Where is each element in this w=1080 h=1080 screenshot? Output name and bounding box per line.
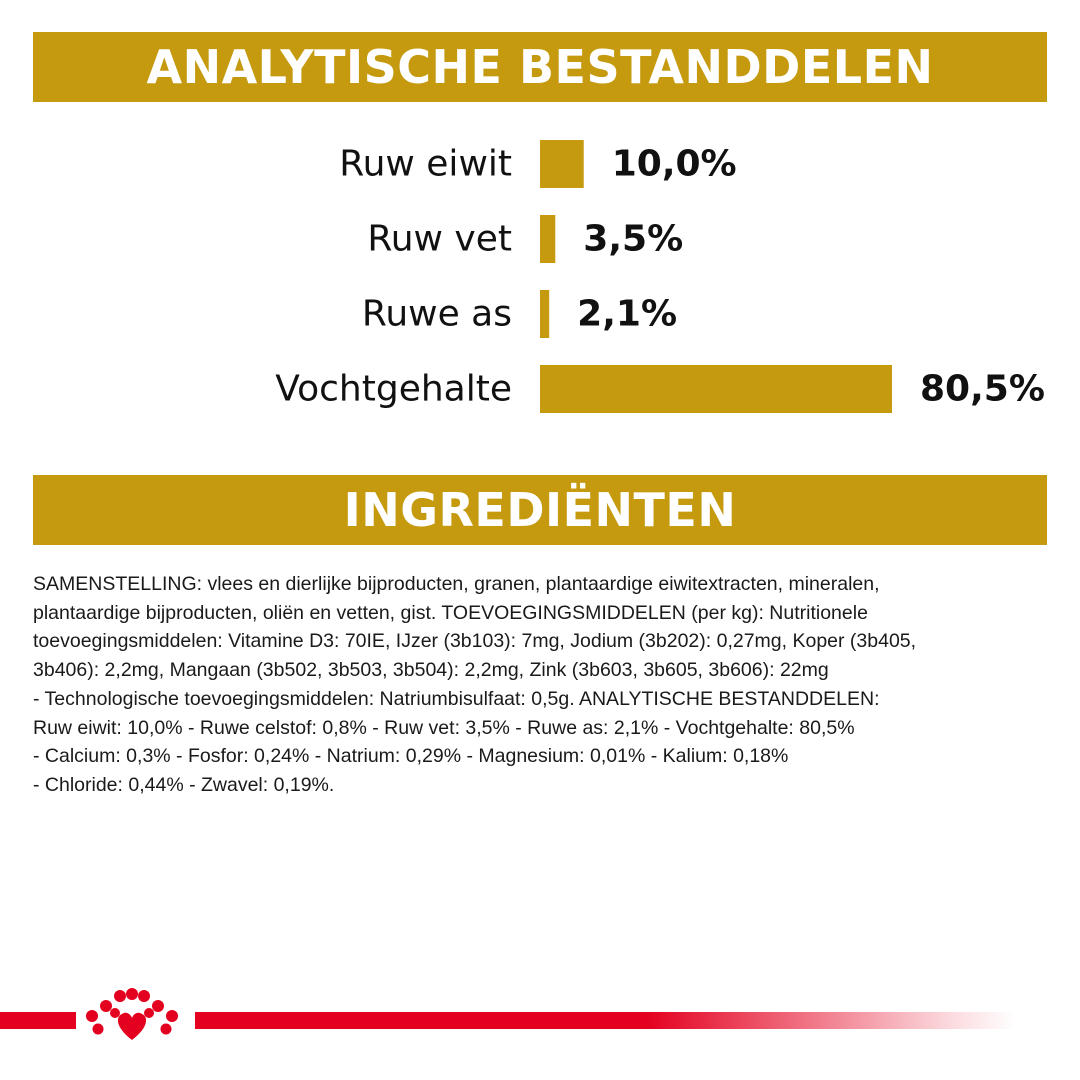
bar: [540, 215, 556, 263]
crown-logo-icon: [76, 986, 188, 1048]
category-label: Ruw vet: [367, 219, 512, 260]
analysis-title: ANALYTISCHE BESTANDDELEN: [146, 40, 934, 94]
ingredients-line: - Calcium: 0,3% - Fosfor: 0,24% - Natriu…: [33, 745, 789, 768]
analysis-banner: ANALYTISCHE BESTANDDELEN: [33, 32, 1047, 102]
ingredients-line: Ruw eiwit: 10,0% - Ruwe celstof: 0,8% - …: [33, 716, 855, 739]
value-label: 80,5%: [920, 369, 1045, 410]
ingredients-line: - Chloride: 0,44% - Zwavel: 0,19%.: [33, 773, 335, 796]
bar: [540, 140, 584, 188]
bar: [540, 290, 550, 338]
footer-line-right: [195, 1012, 1015, 1029]
value-label: 10,0%: [612, 144, 737, 185]
ingredients-line: SAMENSTELLING: vlees en dierlijke bijpro…: [33, 573, 880, 595]
nutrient-bar-chart: Ruw eiwit 10,0% Ruw vet 3,5% Ruwe as 2,1% Voch…: [275, 140, 1045, 413]
bar: [540, 365, 892, 413]
ingredients-line: 3b406): 2,2mg, Mangaan (3b502, 3b503, 3b…: [33, 659, 829, 682]
category-label: Ruwe as: [362, 294, 512, 335]
ingredients-line: plantaardige bijproducten, oliën en vett…: [33, 601, 868, 624]
category-label: Ruw eiwit: [339, 144, 512, 185]
footer-line-left: [0, 1012, 80, 1029]
ingredients-banner: INGREDIËNTEN: [33, 475, 1047, 545]
ingredients-title: INGREDIËNTEN: [343, 483, 737, 537]
ingredients-line: toevoegingsmiddelen: Vitamine D3: 70IE, …: [33, 630, 917, 653]
category-label: Vochtgehalte: [275, 369, 512, 410]
ingredients-line: - Technologische toevoegingsmiddelen: Na…: [33, 687, 880, 710]
value-label: 3,5%: [583, 219, 683, 260]
ingredients-text: SAMENSTELLING: vlees en dierlijke bijpro…: [33, 570, 1053, 800]
value-label: 2,1%: [577, 294, 677, 335]
